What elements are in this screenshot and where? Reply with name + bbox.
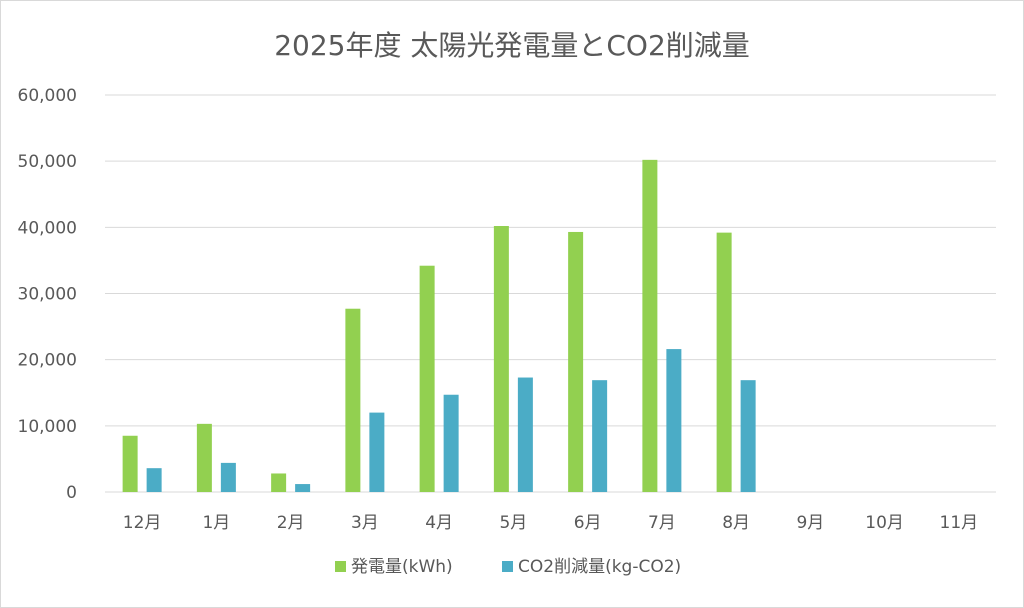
bar-co2-1 — [220, 462, 236, 492]
bar-generation-6 — [568, 231, 584, 492]
x-tick-label: 4月 — [425, 513, 453, 533]
x-tick-label: 7月 — [648, 513, 676, 533]
x-tick-label: 5月 — [499, 513, 527, 533]
bar-generation-4 — [419, 265, 435, 492]
bar-generation-0 — [122, 435, 138, 492]
bar-co2-0 — [146, 468, 162, 492]
bar-generation-5 — [493, 226, 509, 492]
y-tick-label: 20,000 — [18, 351, 77, 371]
y-tick-label: 40,000 — [18, 218, 77, 238]
y-tick-label: 10,000 — [18, 417, 77, 437]
bar-co2-2 — [295, 484, 311, 492]
bar-co2-5 — [517, 377, 533, 492]
x-tick-label: 2月 — [277, 513, 305, 533]
bar-generation-2 — [271, 473, 287, 492]
legend: 発電量(kWh) CO2削減量(kg-CO2) — [335, 557, 681, 577]
x-tick-label: 11月 — [940, 513, 979, 533]
bar-generation-7 — [642, 159, 658, 493]
x-tick-label: 9月 — [796, 513, 824, 533]
y-axis-ticks: 0 10,000 20,000 30,000 40,000 50,000 60,000 — [18, 86, 77, 503]
legend-swatch — [335, 561, 346, 572]
y-tick-label: 50,000 — [18, 152, 77, 172]
legend-swatch — [502, 561, 513, 572]
bars — [122, 159, 756, 493]
x-tick-label: 12月 — [123, 513, 162, 533]
bar-generation-3 — [345, 308, 361, 492]
x-tick-label: 8月 — [722, 513, 750, 533]
y-tick-label: 60,000 — [18, 86, 77, 106]
y-tick-label: 0 — [66, 483, 77, 503]
x-tick-label: 6月 — [574, 513, 602, 533]
bar-co2-4 — [443, 394, 459, 492]
bar-generation-8 — [716, 232, 732, 493]
bar-generation-1 — [196, 423, 212, 492]
y-tick-label: 30,000 — [18, 285, 77, 305]
bar-co2-6 — [592, 380, 608, 492]
x-tick-label: 3月 — [351, 513, 379, 533]
bar-co2-7 — [666, 349, 682, 492]
bar-co2-3 — [369, 412, 385, 492]
x-tick-label: 1月 — [202, 513, 230, 533]
bar-co2-8 — [740, 380, 756, 492]
legend-label: CO2削減量(kg-CO2) — [518, 557, 681, 577]
grid-lines — [105, 94, 996, 493]
x-tick-label: 10月 — [865, 513, 904, 533]
x-axis-ticks: 12月 1月 2月 3月 4月 5月 6月 7月 8月 9月 10月 11月 — [123, 513, 978, 533]
legend-label: 発電量(kWh) — [351, 557, 453, 577]
chart-title: 2025年度 太陽光発電量とCO2削減量 — [274, 29, 750, 62]
